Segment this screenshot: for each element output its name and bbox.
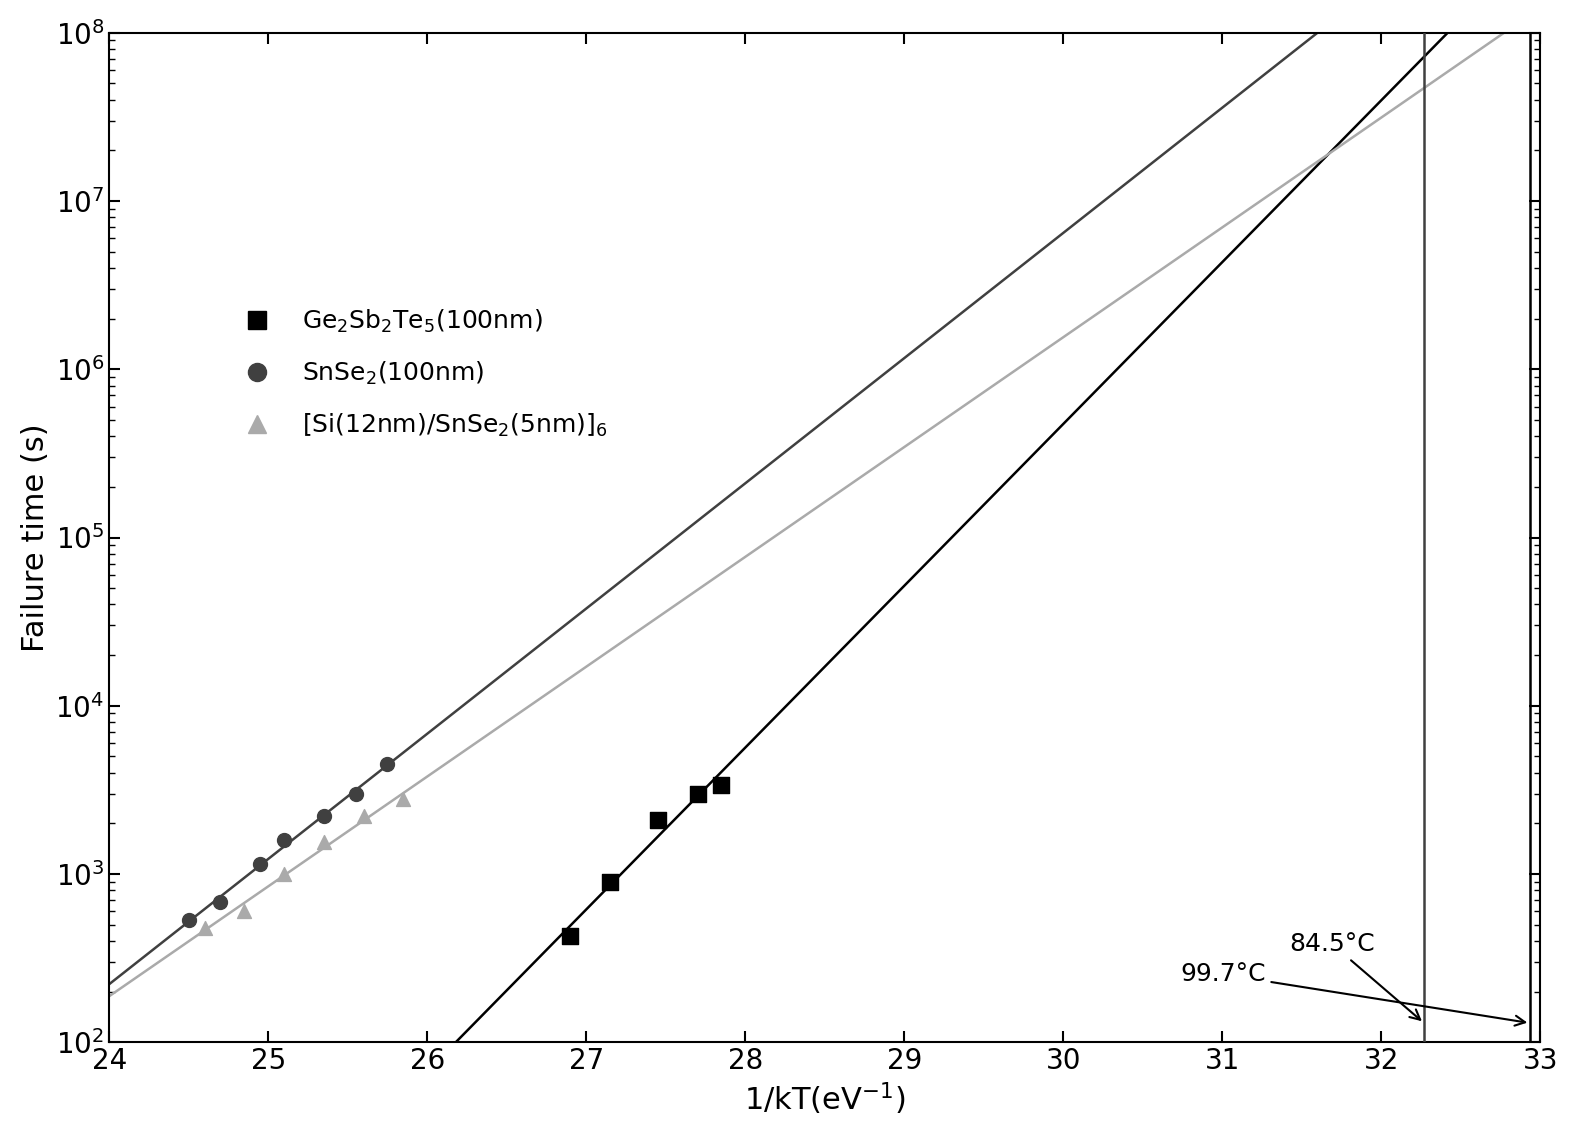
Point: [374, 754, 399, 773]
Point: [175, 912, 201, 930]
Text: 84.5°C: 84.5°C: [1288, 932, 1420, 1020]
Point: [685, 784, 711, 802]
Text: 99.7°C: 99.7°C: [1180, 963, 1525, 1025]
Point: [597, 873, 622, 891]
Point: [557, 926, 583, 945]
Point: [272, 865, 297, 883]
Point: [272, 831, 297, 849]
Point: [248, 855, 273, 873]
Point: [343, 784, 368, 802]
Point: [208, 893, 234, 912]
Point: [709, 775, 734, 793]
Point: [390, 790, 415, 808]
Point: [311, 807, 336, 825]
Point: [232, 902, 257, 921]
Y-axis label: Failure time (s): Failure time (s): [21, 423, 51, 652]
Point: [193, 918, 218, 937]
Point: [351, 807, 376, 825]
Legend: Ge$_2$Sb$_2$Te$_5$(100nm), SnSe$_2$(100nm), [Si(12nm)/SnSe$_2$(5nm)]$_6$: Ge$_2$Sb$_2$Te$_5$(100nm), SnSe$_2$(100n…: [221, 298, 617, 450]
X-axis label: 1/kT(eV$^{-1}$): 1/kT(eV$^{-1}$): [744, 1081, 905, 1118]
Point: [646, 810, 671, 828]
Point: [311, 833, 336, 851]
